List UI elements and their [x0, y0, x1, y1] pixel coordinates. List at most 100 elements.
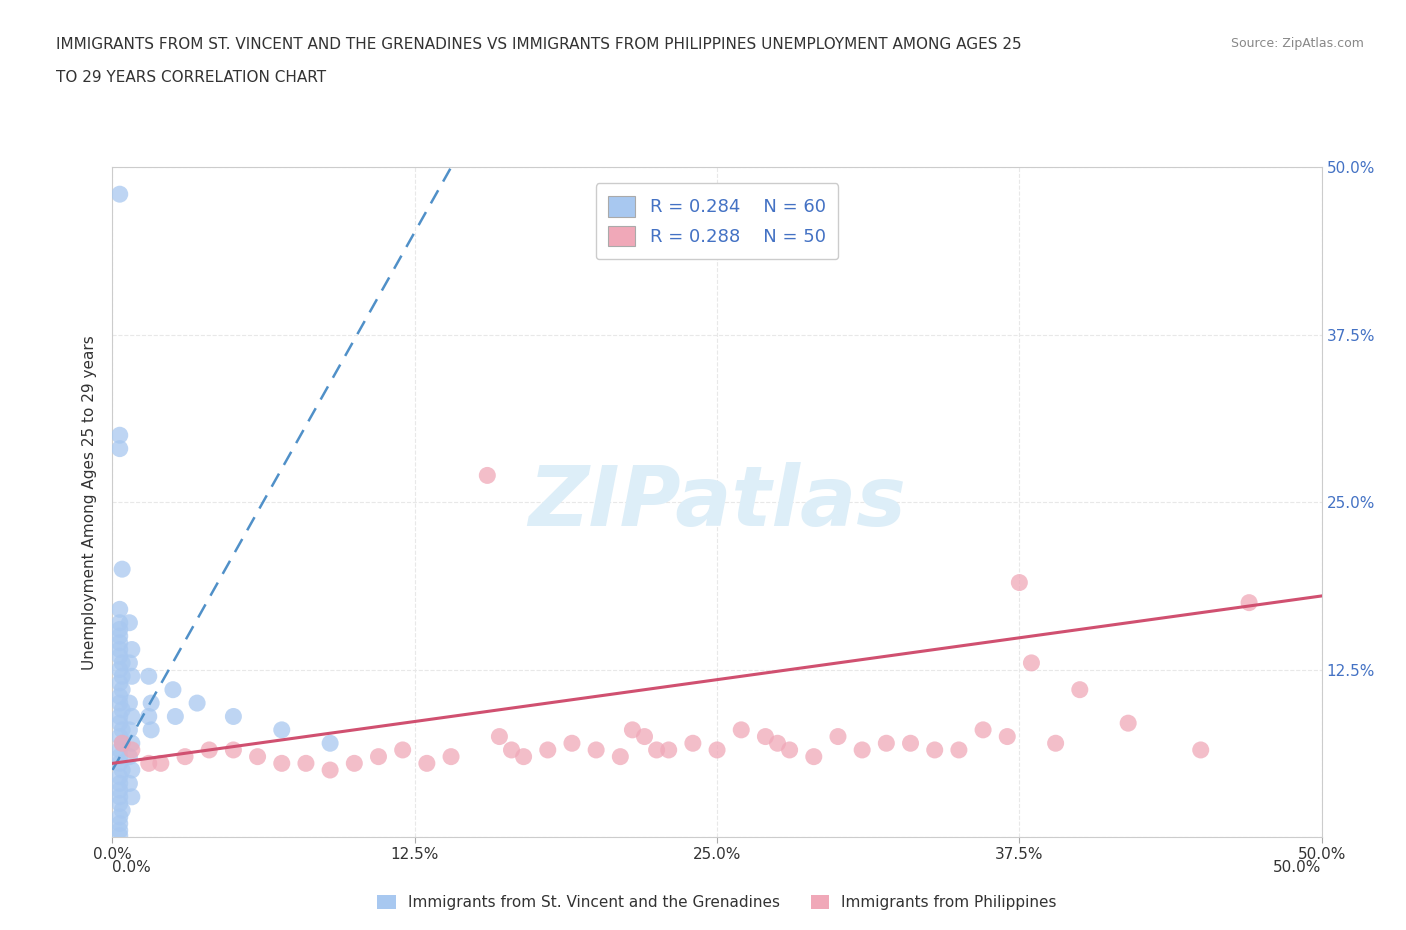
Point: [108, 689, 131, 704]
Point: [706, 742, 728, 757]
Point: [924, 742, 946, 757]
Point: [108, 441, 131, 456]
Point: [111, 656, 134, 671]
Point: [730, 723, 752, 737]
Point: [165, 709, 187, 724]
Point: [118, 656, 141, 671]
Point: [512, 750, 534, 764]
Point: [108, 696, 131, 711]
Point: [1189, 742, 1212, 757]
Point: [645, 742, 668, 757]
Point: [658, 742, 681, 757]
Point: [537, 742, 560, 757]
Text: 50.0%: 50.0%: [1274, 860, 1322, 875]
Point: [827, 729, 849, 744]
Point: [108, 756, 131, 771]
Point: [875, 736, 897, 751]
Point: [111, 702, 134, 717]
Point: [108, 616, 131, 631]
Point: [118, 696, 141, 711]
Point: [477, 468, 499, 483]
Point: [488, 729, 510, 744]
Point: [108, 817, 131, 831]
Point: [948, 742, 970, 757]
Legend: Immigrants from St. Vincent and the Grenadines, Immigrants from Philippines: Immigrants from St. Vincent and the Gren…: [371, 889, 1063, 916]
Point: [1237, 595, 1260, 610]
Text: 0.0%: 0.0%: [112, 860, 152, 875]
Point: [270, 756, 292, 771]
Point: [121, 763, 143, 777]
Point: [440, 750, 463, 764]
Point: [1045, 736, 1067, 751]
Point: [585, 742, 607, 757]
Point: [108, 776, 131, 790]
Point: [779, 742, 801, 757]
Point: [561, 736, 583, 751]
Point: [682, 736, 704, 751]
Point: [108, 769, 131, 784]
Point: [319, 763, 342, 777]
Point: [108, 823, 131, 838]
Point: [121, 669, 143, 684]
Point: [108, 635, 131, 650]
Point: [295, 756, 318, 771]
Point: [803, 750, 825, 764]
Point: [138, 669, 160, 684]
Point: [270, 723, 292, 737]
Point: [121, 790, 143, 804]
Point: [972, 723, 994, 737]
Point: [118, 616, 141, 631]
Point: [416, 756, 439, 771]
Point: [108, 742, 131, 757]
Point: [186, 696, 208, 711]
Point: [138, 756, 160, 771]
Point: [108, 649, 131, 664]
Point: [111, 803, 134, 817]
Point: [222, 709, 245, 724]
Point: [141, 696, 163, 711]
Point: [118, 776, 141, 790]
Point: [111, 736, 134, 751]
Point: [108, 622, 131, 637]
Point: [198, 742, 221, 757]
Point: [138, 709, 160, 724]
Point: [108, 629, 131, 644]
Point: [108, 428, 131, 443]
Point: [1021, 656, 1043, 671]
Point: [501, 742, 523, 757]
Point: [766, 736, 789, 751]
Text: TO 29 YEARS CORRELATION CHART: TO 29 YEARS CORRELATION CHART: [56, 70, 326, 85]
Point: [108, 187, 131, 202]
Point: [900, 736, 922, 751]
Point: [111, 562, 134, 577]
Point: [108, 675, 131, 690]
Point: [111, 683, 134, 698]
Point: [108, 829, 131, 844]
Text: IMMIGRANTS FROM ST. VINCENT AND THE GRENADINES VS IMMIGRANTS FROM PHILIPPINES UN: IMMIGRANTS FROM ST. VINCENT AND THE GREN…: [56, 37, 1022, 52]
Point: [108, 809, 131, 824]
Point: [111, 723, 134, 737]
Point: [108, 642, 131, 657]
Point: [633, 729, 655, 744]
Y-axis label: Unemployment Among Ages 25 to 29 years: Unemployment Among Ages 25 to 29 years: [82, 335, 97, 670]
Point: [319, 736, 342, 751]
Point: [1069, 683, 1091, 698]
Point: [222, 742, 245, 757]
Point: [367, 750, 389, 764]
Point: [343, 756, 366, 771]
Point: [121, 709, 143, 724]
Point: [108, 783, 131, 798]
Point: [141, 723, 163, 737]
Point: [118, 750, 141, 764]
Point: [121, 742, 143, 757]
Point: [754, 729, 776, 744]
Text: Source: ZipAtlas.com: Source: ZipAtlas.com: [1230, 37, 1364, 50]
Point: [121, 642, 143, 657]
Text: ZIPatlas: ZIPatlas: [529, 461, 905, 543]
Point: [108, 602, 131, 617]
Point: [108, 790, 131, 804]
Point: [111, 669, 134, 684]
Point: [111, 736, 134, 751]
Point: [108, 796, 131, 811]
Point: [149, 756, 172, 771]
